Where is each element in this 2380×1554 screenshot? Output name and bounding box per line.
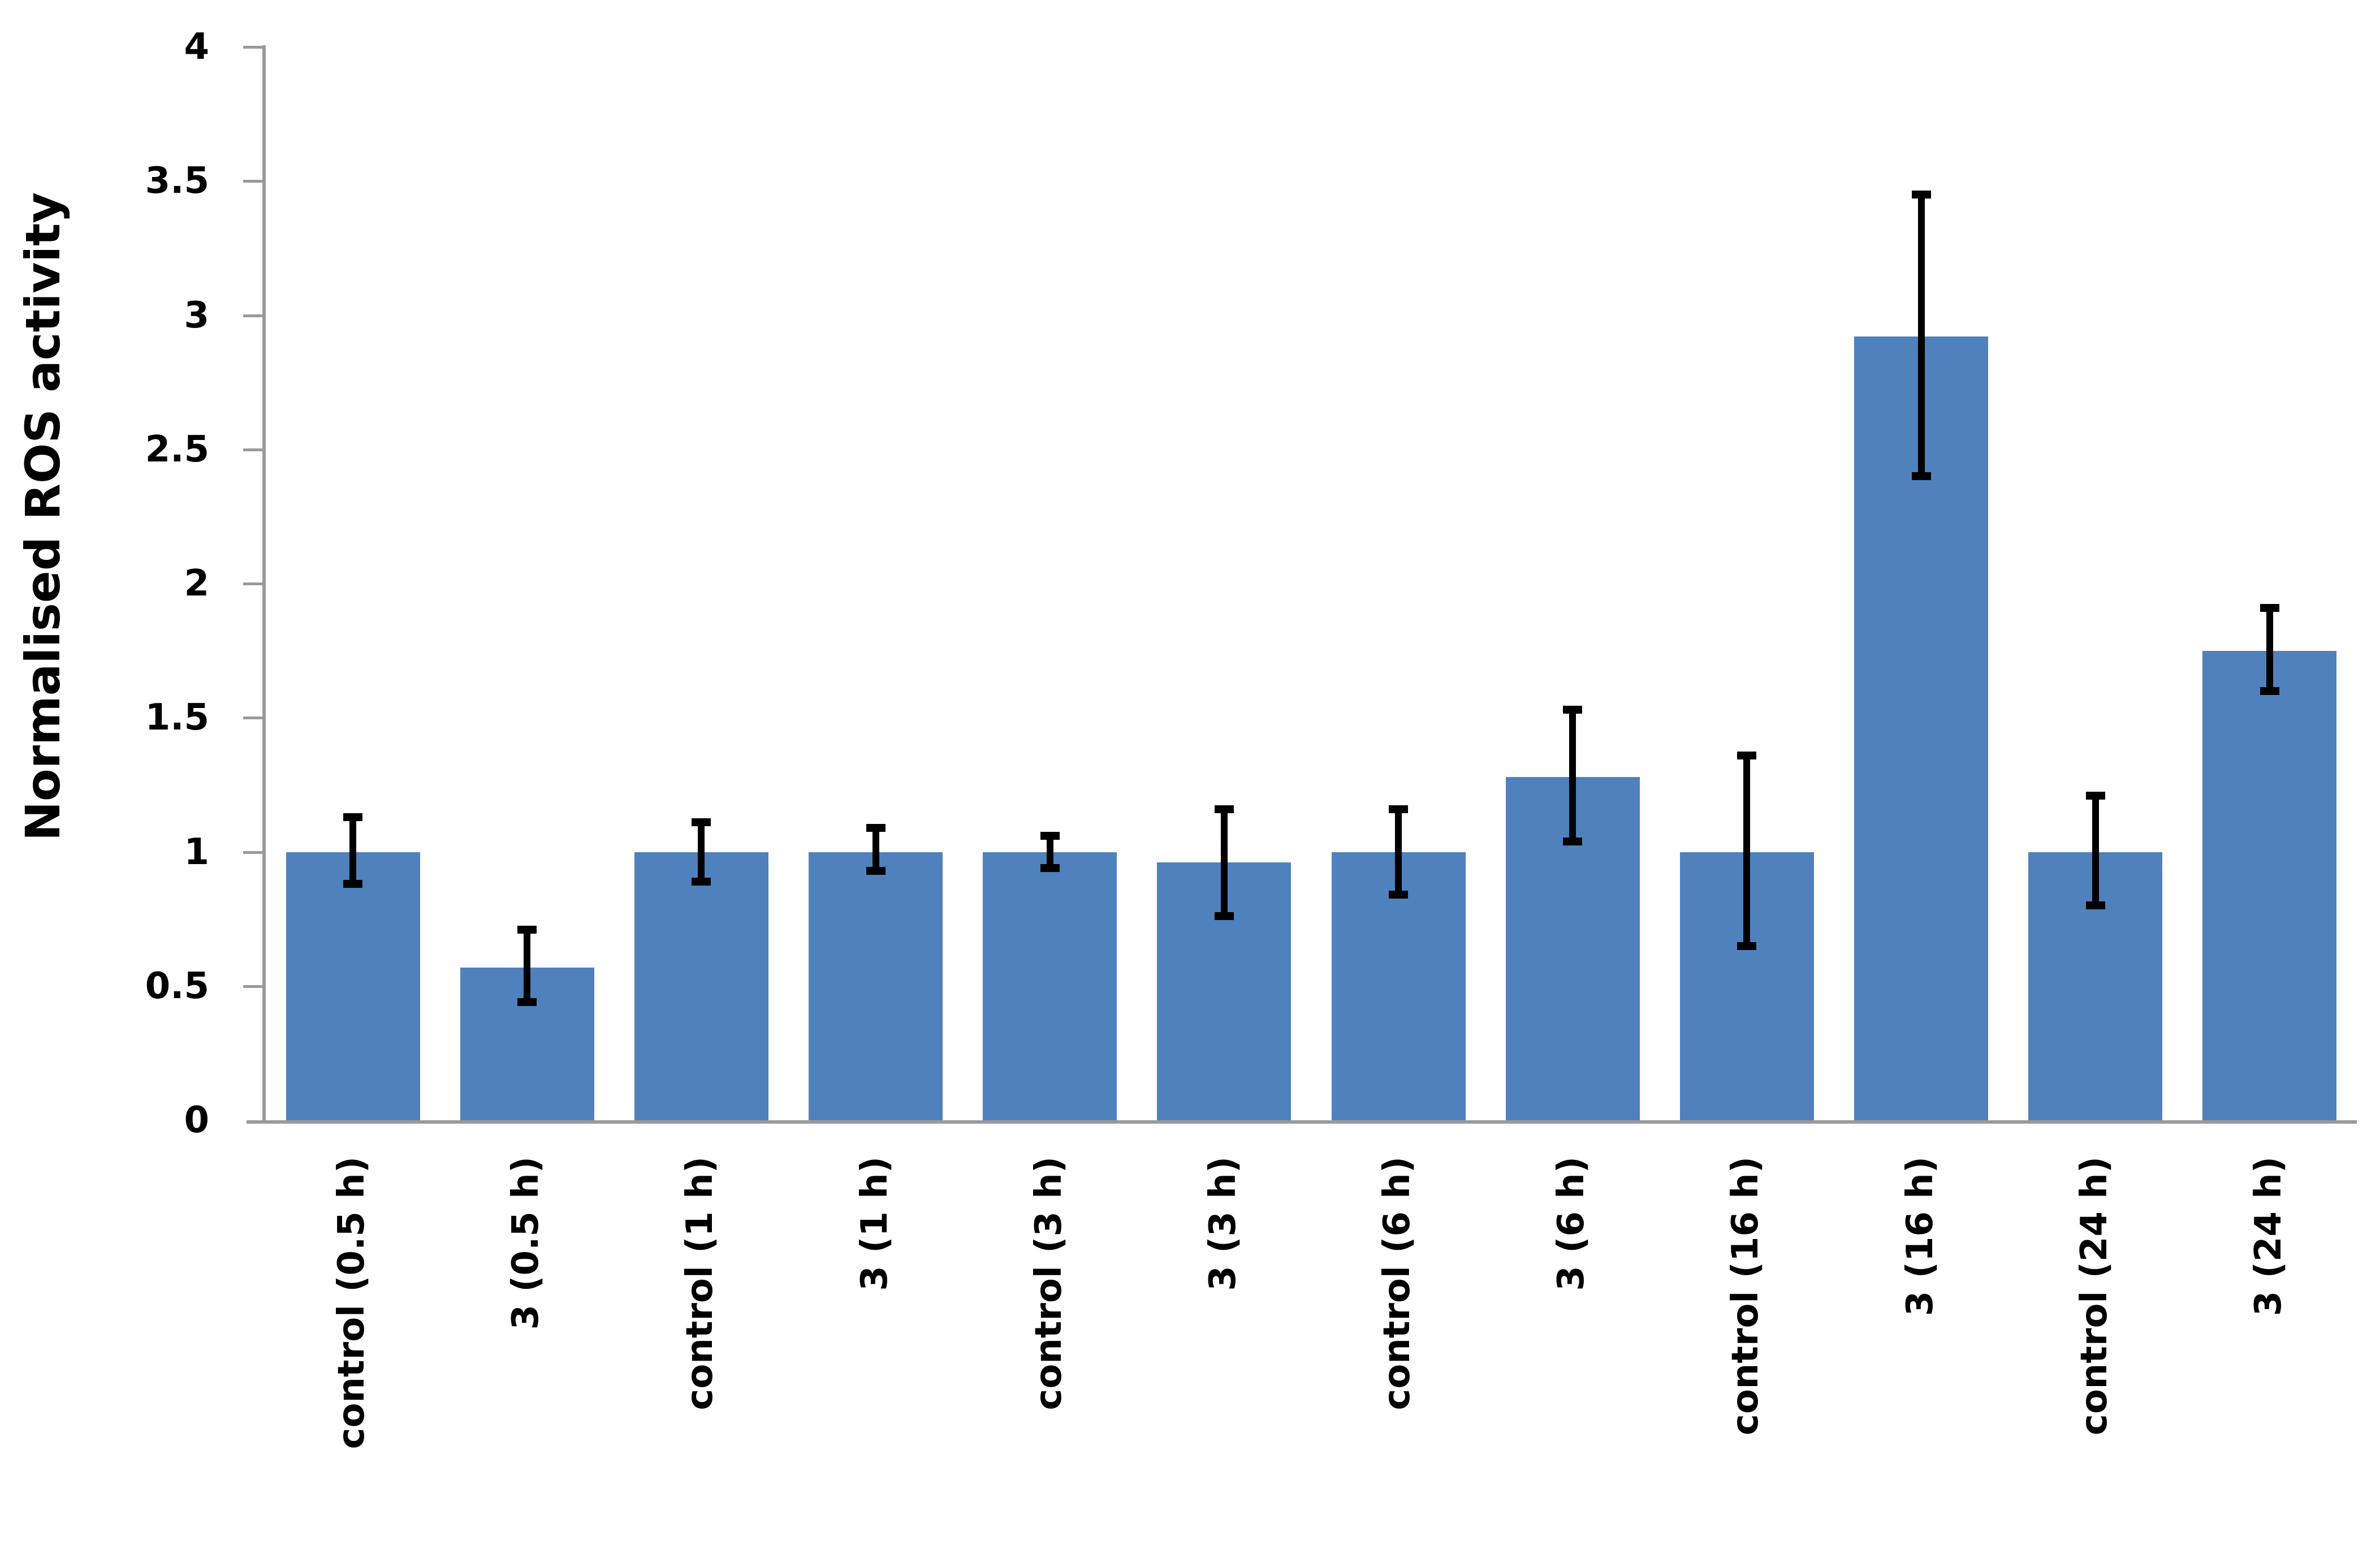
- error-bar: [1046, 836, 1053, 868]
- error-bar: [524, 930, 531, 1003]
- error-bar-bottom-cap: [1911, 472, 1931, 481]
- y-tick-label: 0: [184, 1099, 209, 1141]
- x-axis-line: [247, 1120, 2357, 1124]
- error-bar-bottom-cap: [1214, 912, 1234, 921]
- y-tick-label: 2: [184, 563, 209, 605]
- x-tick-label: 3 (24 h): [2247, 1156, 2290, 1316]
- x-tick-label: control (0.5 h): [331, 1156, 373, 1449]
- x-tick-label: control (3 h): [1027, 1156, 1070, 1410]
- error-bar-top-cap: [1911, 190, 1931, 198]
- y-tick-label: 3: [184, 294, 209, 336]
- y-tick-mark: [243, 985, 262, 988]
- error-bar: [1395, 809, 1402, 895]
- error-bar-bottom-cap: [1389, 891, 1409, 899]
- error-bar: [1917, 194, 1925, 477]
- x-tick-label: control (24 h): [2073, 1156, 2115, 1436]
- y-tick-label: 0.5: [145, 965, 209, 1007]
- error-bar-top-cap: [866, 823, 886, 832]
- error-bar-bottom-cap: [1737, 942, 1757, 950]
- error-bar-bottom-cap: [2085, 901, 2105, 910]
- error-bar: [1220, 809, 1228, 917]
- error-bar-top-cap: [2260, 603, 2279, 612]
- error-bar: [2266, 607, 2273, 691]
- y-tick-mark: [243, 851, 262, 854]
- y-tick-label: 3.5: [145, 160, 209, 202]
- bar: [286, 852, 420, 1120]
- x-tick-label: 3 (3 h): [1202, 1156, 1244, 1291]
- y-axis-line: [262, 45, 266, 1124]
- y-tick-mark: [243, 180, 262, 183]
- bar: [809, 852, 943, 1120]
- error-bar-top-cap: [1389, 805, 1409, 813]
- bar: [983, 852, 1117, 1120]
- y-tick-mark: [243, 46, 262, 49]
- error-bar-bottom-cap: [2260, 687, 2279, 695]
- error-bar-bottom-cap: [1563, 837, 1583, 845]
- error-bar-top-cap: [1737, 751, 1757, 759]
- error-bar: [698, 822, 705, 882]
- error-bar: [872, 827, 879, 871]
- x-tick-label: 3 (0.5 h): [505, 1156, 547, 1330]
- error-bar-top-cap: [1563, 706, 1583, 714]
- error-bar-bottom-cap: [517, 998, 537, 1007]
- error-bar-top-cap: [343, 813, 363, 821]
- error-bar-bottom-cap: [692, 877, 711, 886]
- error-bar: [1569, 710, 1576, 841]
- y-tick-mark: [243, 448, 262, 451]
- error-bar-top-cap: [692, 818, 711, 827]
- y-tick-mark: [243, 582, 262, 585]
- x-tick-label: control (6 h): [1376, 1156, 1419, 1410]
- error-bar-bottom-cap: [866, 866, 886, 875]
- bar: [2202, 650, 2337, 1120]
- y-tick-label: 1.5: [145, 697, 209, 739]
- y-tick-label: 4: [184, 26, 209, 68]
- error-bar: [349, 817, 357, 884]
- error-bar-bottom-cap: [1040, 864, 1060, 872]
- error-bar: [1743, 755, 1751, 946]
- error-bar-top-cap: [1040, 832, 1060, 840]
- y-tick-mark: [243, 314, 262, 317]
- y-tick-mark: [243, 716, 262, 720]
- error-bar-top-cap: [2085, 791, 2105, 800]
- bar: [634, 852, 768, 1120]
- x-tick-label: 3 (16 h): [1899, 1156, 1941, 1316]
- x-tick-label: control (16 h): [1725, 1156, 1767, 1436]
- error-bar-top-cap: [1214, 805, 1234, 813]
- y-axis-title: Normalised ROS activity: [15, 192, 71, 841]
- y-tick-label: 2.5: [145, 428, 209, 470]
- x-tick-label: control (1 h): [679, 1156, 722, 1410]
- error-bar-top-cap: [517, 926, 537, 934]
- x-tick-label: 3 (1 h): [853, 1156, 896, 1291]
- error-bar-bottom-cap: [343, 880, 363, 888]
- error-bar: [2092, 795, 2099, 906]
- y-tick-label: 1: [184, 831, 209, 873]
- x-tick-label: 3 (6 h): [1550, 1156, 1593, 1291]
